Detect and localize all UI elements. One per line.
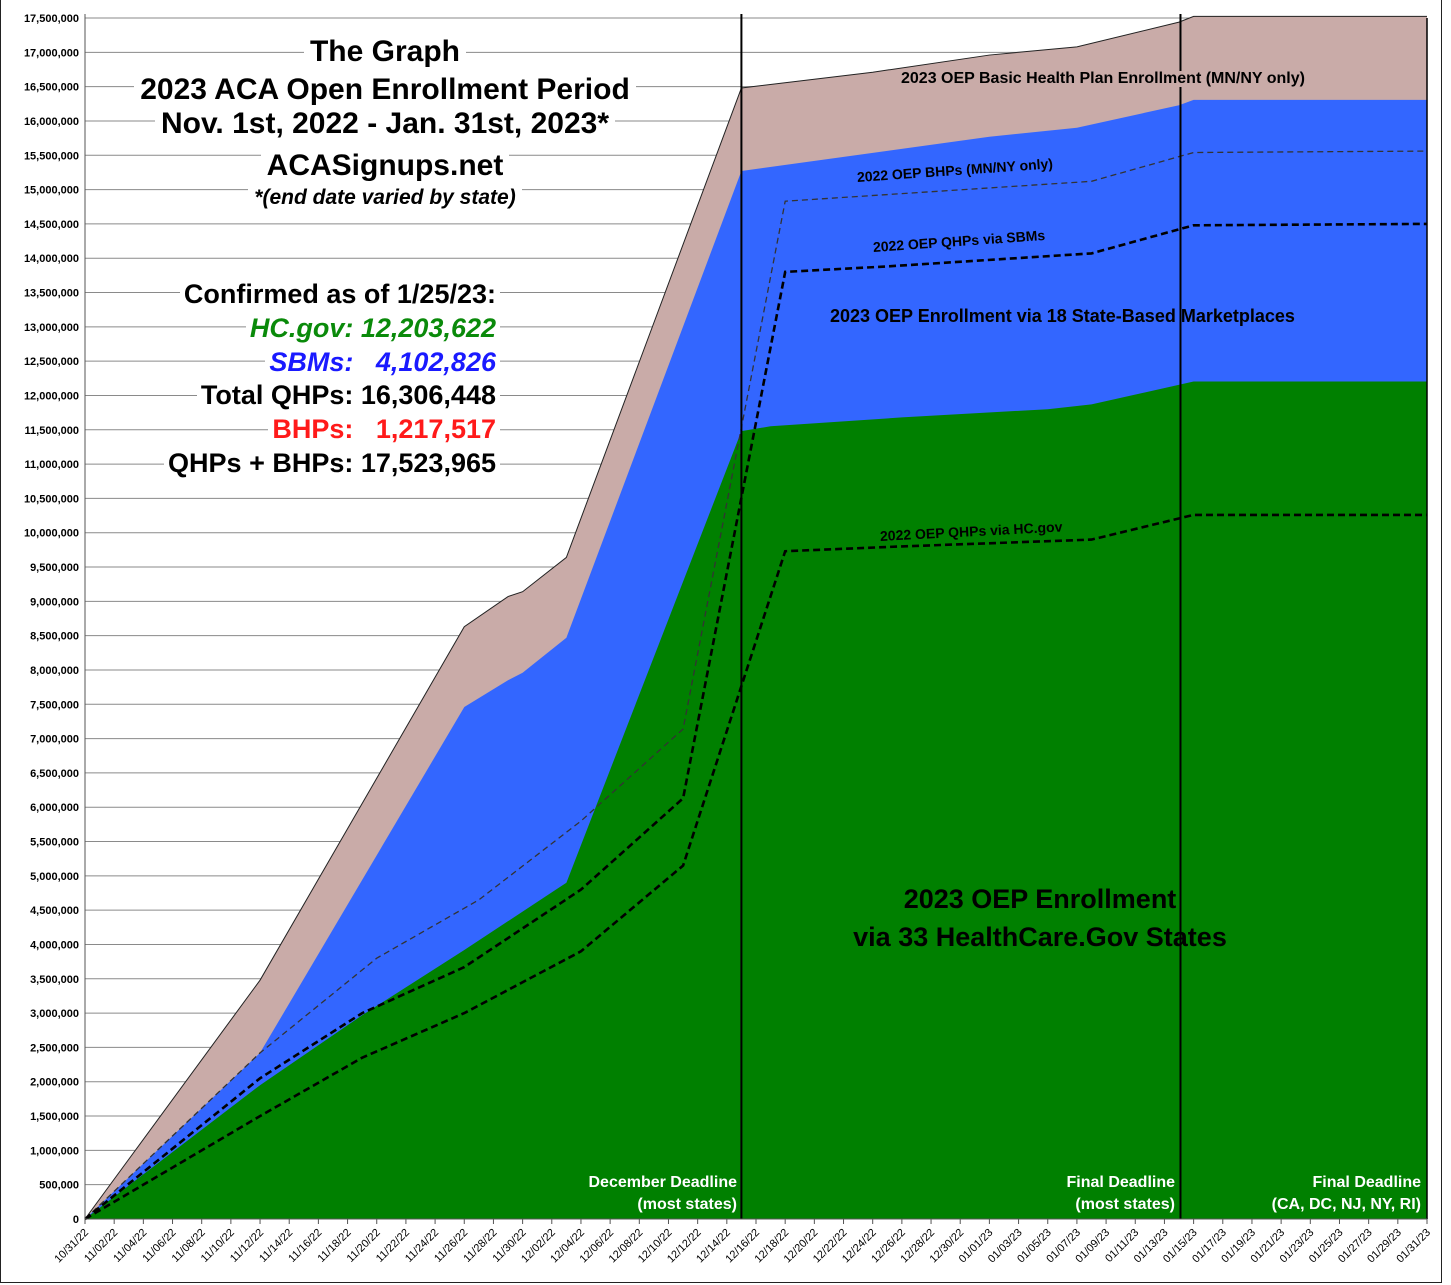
y-tick-label: 11,500,000 [25,425,79,437]
y-tick-label: 5,000,000 [30,871,79,883]
label-bhp-2023: 2023 OEP Basic Health Plan Enrollment (M… [898,71,1308,87]
y-tick-label: 4,500,000 [30,905,79,917]
deadline-label-final-states: Final Deadline (CA, DC, NJ, NY, RI) [1272,1172,1421,1216]
label-sbm-2023: 2023 OEP Enrollment via 18 State-Based M… [830,306,1295,326]
deadline-3-line1: Final Deadline [1312,1174,1421,1191]
y-tick-label: 12,500,000 [24,356,79,368]
confirmed-total-qhps-text: Total QHPs: 16,306,448 [196,380,500,410]
confirmed-heading: Confirmed as of 1/25/23: [179,279,500,309]
label-hc-2023-line2: via 33 HealthCare.Gov States [853,922,1227,952]
y-tick-label: 16,000,000 [24,116,79,128]
y-tick-label: 2,500,000 [30,1042,79,1054]
dashed-line-series-2 [84,513,1427,1221]
y-tick-label: 6,500,000 [30,768,79,780]
y-tick-label: 16,500,000 [24,82,79,94]
title-line-3: Nov. 1st, 2022 - Jan. 31st, 2023* [154,107,616,140]
title-line-5: *(end date varied by state) [248,186,522,209]
chart-footnote: *(end date varied by state) [120,186,650,209]
y-tick-label: 17,000,000 [24,47,79,59]
deadline-2-line2: (most states) [1075,1196,1175,1213]
confirmed-sbms: SBMs: 4,102,826 [265,347,500,377]
y-tick-label: 1,500,000 [30,1111,79,1123]
y-tick-label: 13,000,000 [24,322,79,334]
y-tick-label: 1,000,000 [30,1145,79,1157]
chart-source: ACASignups.net [120,149,650,182]
y-tick-label: 4,000,000 [30,939,79,951]
chart-title-2: 2023 ACA Open Enrollment Period [120,73,650,106]
label-hc-2023-line1: 2023 OEP Enrollment [903,884,1177,914]
y-tick-label: 5,500,000 [30,837,79,849]
deadline-label-december: December Deadline (most states) [588,1172,737,1216]
y-tick-label: 2,000,000 [30,1077,79,1089]
title-line-4: ACASignups.net [260,149,510,182]
y-tick-label: 10,000,000 [24,528,79,540]
y-tick-label: 10,500,000 [24,493,79,505]
y-tick-label: 0 [73,1214,79,1226]
y-tick-label: 8,500,000 [30,631,79,643]
y-tick-label: 14,500,000 [24,219,79,231]
confirmed-qhps-bhps: QHPs + BHPs: 17,523,965 [164,448,500,478]
area-series-2 [85,381,1427,1219]
y-tick-label: 12,000,000 [24,390,79,402]
chart-title: The Graph [120,35,650,68]
chart-subtitle-dates: Nov. 1st, 2022 - Jan. 31st, 2023* [120,107,650,140]
y-tick-label: 11,000,000 [25,459,79,471]
deadline-3-line2: (CA, DC, NJ, NY, RI) [1271,1196,1421,1213]
dashed-line-series-0 [84,150,1428,1220]
y-tick-label: 13,500,000 [24,288,79,300]
confirmed-hc-gov: HC.gov: 12,203,622 [245,313,500,343]
y-tick-label: 3,000,000 [30,1008,79,1020]
confirmed-sbms-text: SBMs: 4,102,826 [265,347,500,377]
confirmed-bhps: BHPs: 1,217,517 [268,414,500,444]
y-tick-label: 15,500,000 [24,150,79,162]
deadline-2-line1: Final Deadline [1066,1174,1175,1191]
y-tick-label: 6,000,000 [30,802,79,814]
title-line-2: 2023 ACA Open Enrollment Period [134,73,636,106]
deadline-label-final-most: Final Deadline (most states) [1067,1172,1175,1216]
confirmed-total-qhps: Total QHPs: 16,306,448 [196,380,500,410]
y-tick-label: 9,000,000 [30,596,79,608]
y-tick-label: 7,000,000 [30,734,79,746]
y-tick-label: 17,500,000 [24,13,79,25]
title-line-1: The Graph [303,35,466,68]
y-tick-label: 500,000 [39,1180,79,1192]
confirmed-bhps-text: BHPs: 1,217,517 [268,414,500,444]
confirmed-qhps-bhps-text: QHPs + BHPs: 17,523,965 [164,448,500,478]
y-tick-label: 9,500,000 [30,562,79,574]
deadline-1-line2: (most states) [637,1196,737,1213]
deadline-1-line1: December Deadline [588,1174,737,1191]
y-tick-label: 7,500,000 [30,699,79,711]
y-tick-label: 14,000,000 [24,253,79,265]
confirmed-hc-gov-text: HC.gov: 12,203,622 [245,313,500,343]
y-tick-label: 15,000,000 [24,185,79,197]
y-tick-label: 3,500,000 [30,974,79,986]
confirmed-heading-text: Confirmed as of 1/25/23: [179,279,500,309]
y-tick-label: 8,000,000 [30,665,79,677]
